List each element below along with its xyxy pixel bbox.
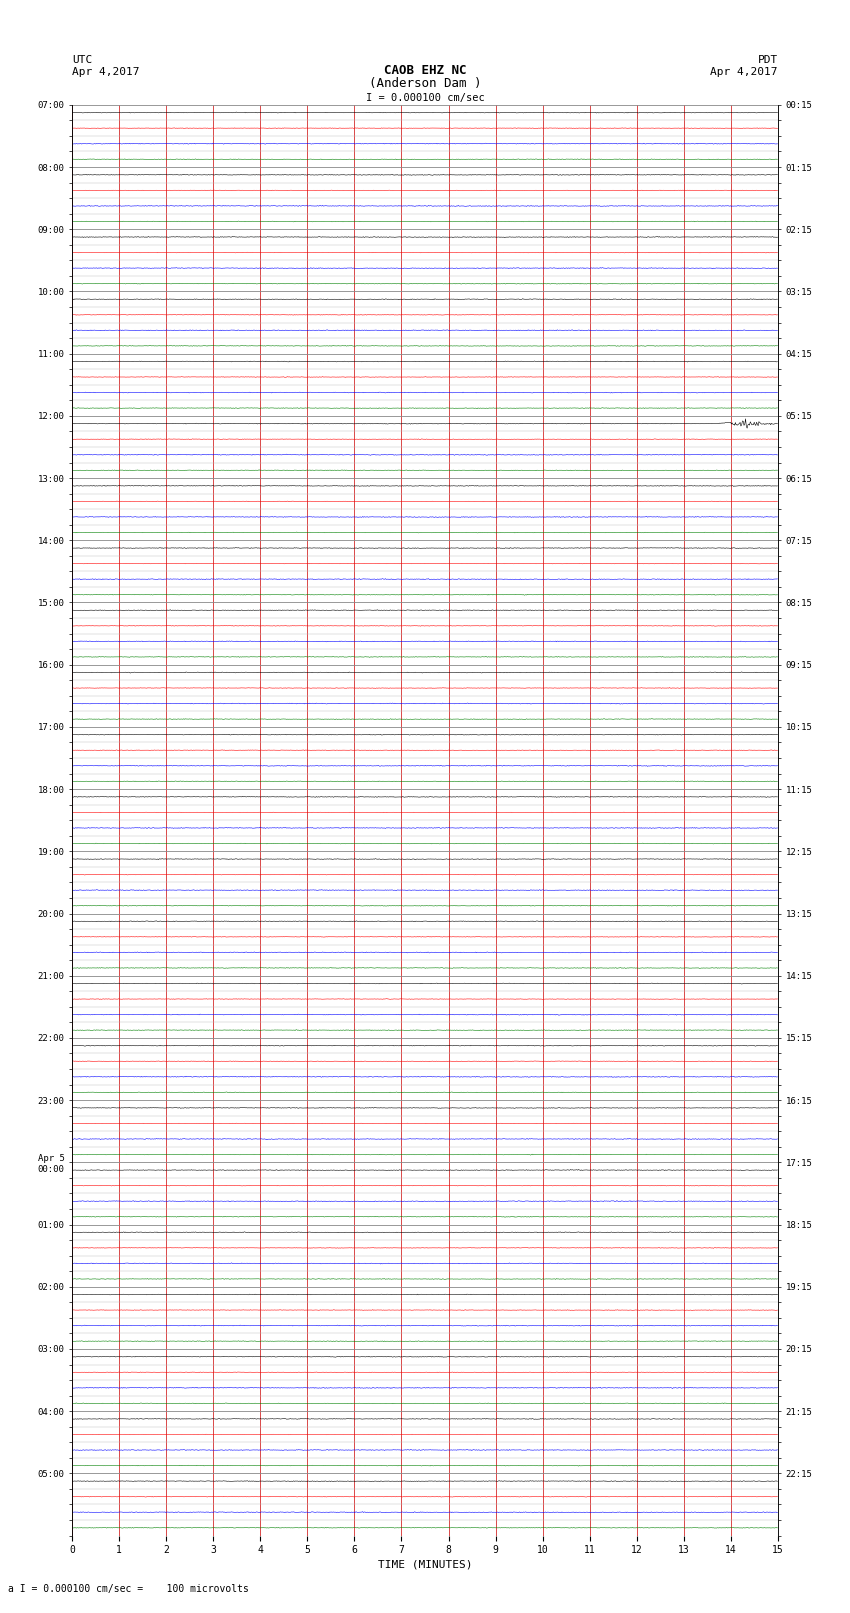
Text: Apr 4,2017: Apr 4,2017 bbox=[72, 68, 139, 77]
Text: PDT: PDT bbox=[757, 55, 778, 65]
Text: (Anderson Dam ): (Anderson Dam ) bbox=[369, 77, 481, 90]
X-axis label: TIME (MINUTES): TIME (MINUTES) bbox=[377, 1560, 473, 1569]
Text: UTC: UTC bbox=[72, 55, 93, 65]
Text: Apr 4,2017: Apr 4,2017 bbox=[711, 68, 778, 77]
Text: I = 0.000100 cm/sec: I = 0.000100 cm/sec bbox=[366, 94, 484, 103]
Text: CAOB EHZ NC: CAOB EHZ NC bbox=[383, 65, 467, 77]
Text: a I = 0.000100 cm/sec =    100 microvolts: a I = 0.000100 cm/sec = 100 microvolts bbox=[8, 1584, 249, 1594]
